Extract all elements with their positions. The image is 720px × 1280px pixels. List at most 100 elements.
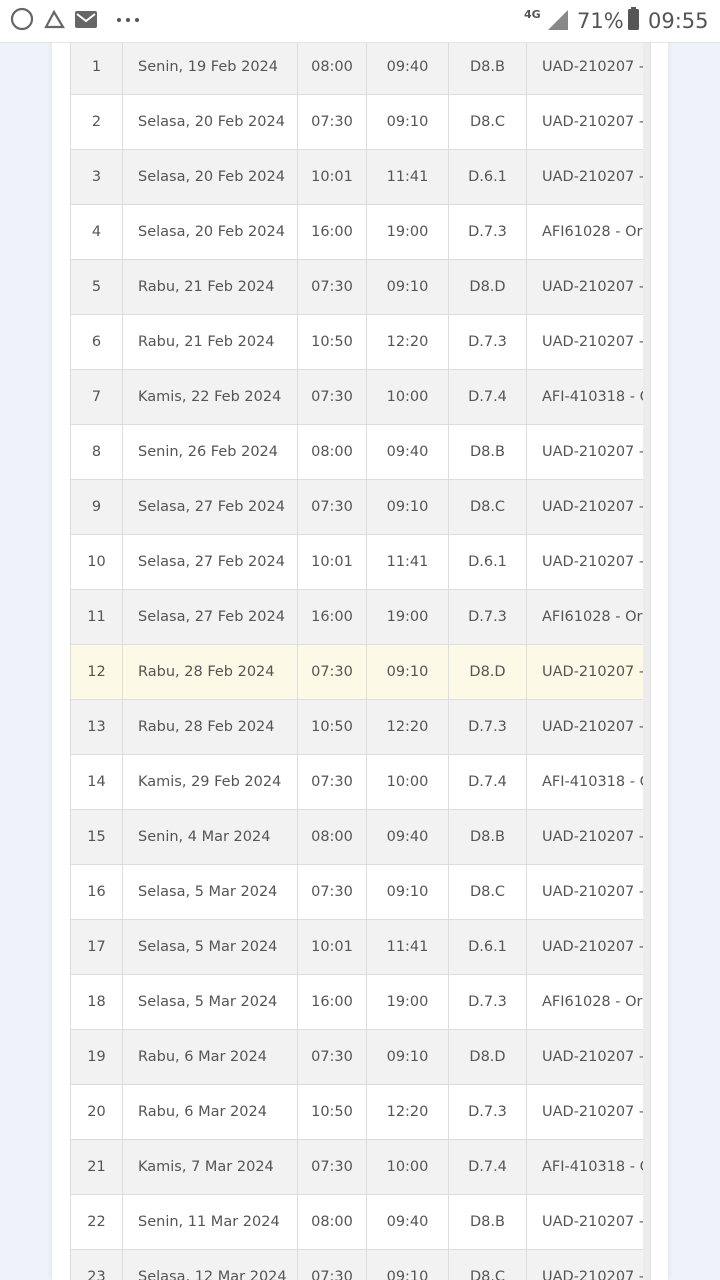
- date: Selasa, 5 Mar 2024: [123, 920, 298, 974]
- room: D.7.3: [449, 315, 527, 369]
- date: Selasa, 27 Feb 2024: [123, 590, 298, 644]
- table-row: 9 Selasa, 27 Feb 2024 07:30 09:10 D8.C UAD-21…: [71, 480, 644, 535]
- date: Selasa, 20 Feb 2024: [123, 205, 298, 259]
- start-time: 10:50: [298, 315, 367, 369]
- end-time: 09:10: [367, 645, 449, 699]
- room: D8.D: [449, 1030, 527, 1084]
- battery-percent: 71%: [577, 9, 624, 33]
- room: D8.C: [449, 95, 527, 149]
- table-row: 4 Selasa, 20 Feb 2024 16:00 19:00 D.7.3 AFI61…: [71, 205, 644, 260]
- course: UAD-210207 -: [542, 664, 644, 680]
- row-number: 9: [71, 480, 123, 534]
- start-time: 16:00: [298, 975, 367, 1029]
- start-time: 16:00: [298, 590, 367, 644]
- date: Selasa, 27 Feb 2024: [123, 535, 298, 589]
- row-number: 10: [71, 535, 123, 589]
- room: D.7.3: [449, 205, 527, 259]
- end-time: 09:10: [367, 480, 449, 534]
- table-row: 6 Rabu, 21 Feb 2024 10:50 12:20 D.7.3 UAD-210…: [71, 315, 644, 370]
- network-type: 4G: [524, 8, 541, 21]
- whatsapp-icon: [10, 7, 34, 31]
- date: Rabu, 6 Mar 2024: [123, 1085, 298, 1139]
- start-time: 07:30: [298, 370, 367, 424]
- table-row: 2 Selasa, 20 Feb 2024 07:30 09:10 D8.C UAD-21…: [71, 95, 644, 150]
- row-number: 17: [71, 920, 123, 974]
- table-row: 12 Rabu, 28 Feb 2024 07:30 09:10 D8.D UAD-210…: [71, 645, 644, 700]
- status-bar: 4G 71% 09:55: [0, 0, 720, 43]
- course: AFI61028 - Orie: [542, 609, 644, 625]
- room: D8.C: [449, 480, 527, 534]
- room: D.7.4: [449, 370, 527, 424]
- end-time: 09:10: [367, 1030, 449, 1084]
- row-number: 12: [71, 645, 123, 699]
- start-time: 10:50: [298, 700, 367, 754]
- start-time: 07:30: [298, 645, 367, 699]
- end-time: 09:40: [367, 1195, 449, 1249]
- date: Selasa, 20 Feb 2024: [123, 150, 298, 204]
- date: Rabu, 21 Feb 2024: [123, 315, 298, 369]
- table-row: 23 Selasa, 12 Mar 2024 07:30 09:10 D8.C UAD-2…: [71, 1250, 644, 1280]
- course: UAD-210207 -: [542, 279, 644, 295]
- start-time: 08:00: [298, 40, 367, 94]
- room: D.7.3: [449, 590, 527, 644]
- room: D.7.3: [449, 1085, 527, 1139]
- table-row: 18 Selasa, 5 Mar 2024 16:00 19:00 D.7.3 AFI61…: [71, 975, 644, 1030]
- end-time: 19:00: [367, 205, 449, 259]
- row-number: 19: [71, 1030, 123, 1084]
- end-time: 09:10: [367, 865, 449, 919]
- end-time: 11:41: [367, 150, 449, 204]
- table-row: 15 Senin, 4 Mar 2024 08:00 09:40 D8.B UAD-210…: [71, 810, 644, 865]
- row-number: 3: [71, 150, 123, 204]
- course: UAD-210207 -: [542, 829, 644, 845]
- date: Rabu, 28 Feb 2024: [123, 645, 298, 699]
- date: Kamis, 22 Feb 2024: [123, 370, 298, 424]
- course: UAD-210207 -: [542, 1104, 644, 1120]
- table-row: 13 Rabu, 28 Feb 2024 10:50 12:20 D.7.3 UAD-21…: [71, 700, 644, 755]
- signal-icon: [548, 10, 568, 30]
- end-time: 09:10: [367, 260, 449, 314]
- room: D.6.1: [449, 535, 527, 589]
- row-number: 15: [71, 810, 123, 864]
- room: D8.C: [449, 1250, 527, 1280]
- course: UAD-210207 -: [542, 499, 644, 515]
- course: UAD-210207 -: [542, 114, 644, 130]
- battery-icon: [628, 7, 639, 30]
- end-time: 10:00: [367, 370, 449, 424]
- room: D8.D: [449, 645, 527, 699]
- course: UAD-210207 -: [542, 334, 644, 350]
- start-time: 07:30: [298, 1250, 367, 1280]
- start-time: 08:00: [298, 1195, 367, 1249]
- start-time: 16:00: [298, 205, 367, 259]
- end-time: 10:00: [367, 1140, 449, 1194]
- course: AFI61028 - Orie: [542, 224, 644, 240]
- end-time: 09:40: [367, 425, 449, 479]
- course: UAD-210207 -: [542, 169, 644, 185]
- room: D8.B: [449, 40, 527, 94]
- table-row: 7 Kamis, 22 Feb 2024 07:30 10:00 D.7.4 AFI-41…: [71, 370, 644, 425]
- row-number: 1: [71, 40, 123, 94]
- room: D.6.1: [449, 920, 527, 974]
- row-number: 11: [71, 590, 123, 644]
- row-number: 23: [71, 1250, 123, 1280]
- table-row: 14 Kamis, 29 Feb 2024 07:30 10:00 D.7.4 AFI-4…: [71, 755, 644, 810]
- course: AFI-410318 - O: [542, 774, 644, 790]
- course: AFI61028 - Orie: [542, 994, 644, 1010]
- drive-icon: [44, 9, 65, 29]
- row-number: 14: [71, 755, 123, 809]
- end-time: 09:10: [367, 1250, 449, 1280]
- course: UAD-210207 -: [542, 884, 644, 900]
- room: D.7.4: [449, 755, 527, 809]
- scrollbar: [643, 0, 651, 1280]
- date: Senin, 19 Feb 2024: [123, 40, 298, 94]
- date: Selasa, 27 Feb 2024: [123, 480, 298, 534]
- row-number: 5: [71, 260, 123, 314]
- start-time: 08:00: [298, 425, 367, 479]
- room: D8.B: [449, 810, 527, 864]
- course: UAD-210207 -: [542, 1269, 644, 1280]
- end-time: 11:41: [367, 535, 449, 589]
- row-number: 18: [71, 975, 123, 1029]
- date: Senin, 11 Mar 2024: [123, 1195, 298, 1249]
- room: D8.C: [449, 865, 527, 919]
- table-row: 3 Selasa, 20 Feb 2024 10:01 11:41 D.6.1 UAD-2…: [71, 150, 644, 205]
